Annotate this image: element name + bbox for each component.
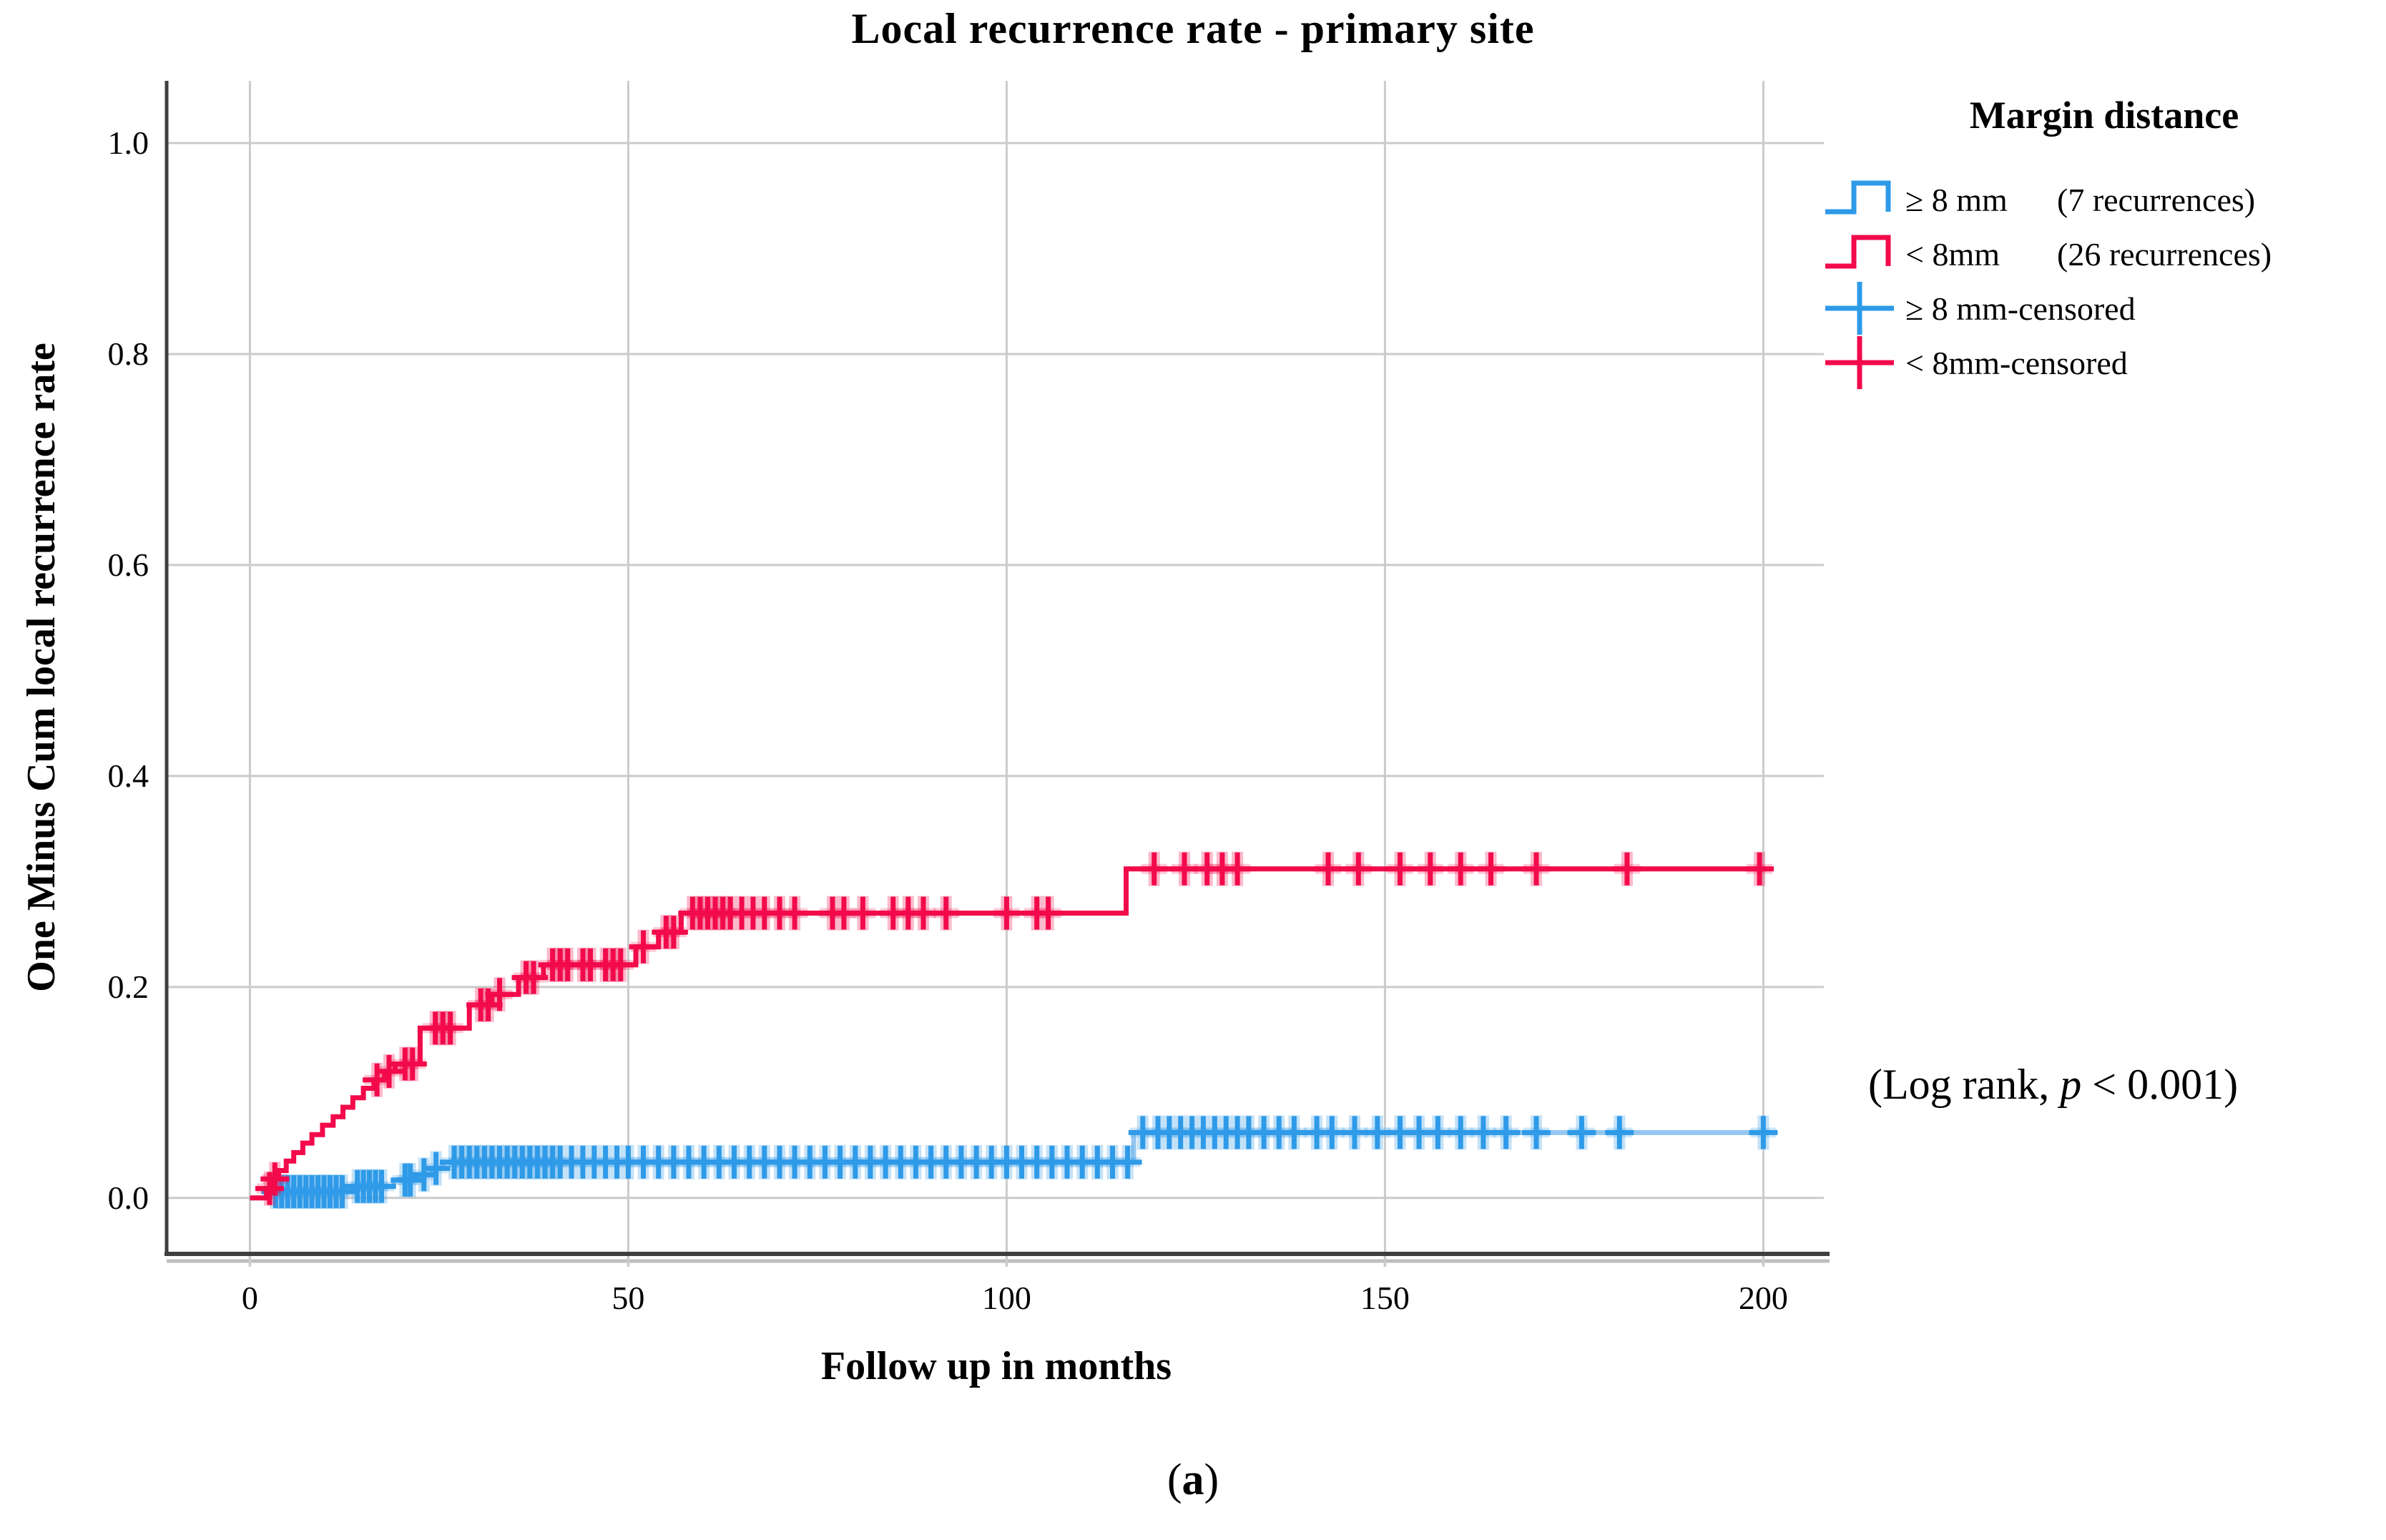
x-tick-label: 50 [612, 1280, 645, 1316]
x-tick-label: 200 [1738, 1280, 1788, 1316]
legend-item-ge8mm: ≥ 8 mm (7 recurrences) [1822, 173, 2386, 226]
gridlines [167, 81, 1824, 1254]
x-tick-label: 100 [981, 1280, 1031, 1316]
y-tick-label: 0.2 [107, 968, 149, 1005]
legend-item-ge8mm-censored: ≥ 8 mm-censored [1822, 282, 2386, 335]
series-lt8mm [250, 851, 1774, 1206]
y-tick-label: 0.0 [107, 1179, 149, 1216]
legend-item-lt8mm-censored: < 8mm-censored [1822, 336, 2386, 389]
x-axis-title: Follow up in months [820, 1344, 1172, 1388]
series-lt8mm-censors [255, 851, 1774, 1206]
legend-title: Margin distance [1969, 94, 2239, 137]
legend-item-label: ≥ 8 mm-censored [1905, 290, 2136, 327]
plus-censor-icon [1825, 282, 1894, 335]
annotation-suffix: < 0.001) [2081, 1061, 2239, 1108]
y-tick-label: 1.0 [107, 124, 149, 161]
caption-close-paren: ) [1204, 1456, 1219, 1504]
series-ge8mm [250, 1115, 1778, 1209]
series-ge8mm-censors [261, 1115, 1778, 1209]
caption-letter: a [1182, 1456, 1204, 1504]
chart-title: Local recurrence rate - primary site [851, 5, 1535, 52]
legend: Margin distance ≥ 8 mm (7 recurrences) <… [1822, 92, 2386, 391]
x-tick-label: 0 [241, 1280, 258, 1316]
legend-item-label: < 8mm [1905, 235, 2000, 273]
y-tick-label: 0.6 [107, 546, 149, 583]
caption-open-paren: ( [1167, 1456, 1182, 1504]
annotation-prefix: (Log rank, [1868, 1061, 2061, 1108]
legend-item-label: ≥ 8 mm [1905, 181, 2008, 218]
y-tick-label: 0.4 [107, 757, 149, 794]
plus-censor-icon [1825, 336, 1894, 389]
log-rank-annotation: (Log rank, p < 0.001) [1868, 1060, 2238, 1109]
step-line-icon [1825, 235, 1891, 269]
axes [165, 81, 1830, 1267]
y-tick-label: 0.8 [107, 335, 149, 372]
x-tick-label: 150 [1360, 1280, 1410, 1316]
subfigure-label: (a) [0, 1455, 2386, 1506]
legend-item-label: < 8mm-censored [1905, 344, 2128, 381]
legend-item-lt8mm: < 8mm (26 recurrences) [1822, 227, 2386, 280]
legend-item-count: (7 recurrences) [2057, 181, 2256, 218]
legend-item-count: (26 recurrences) [2057, 235, 2272, 273]
y-axis-title: One Minus Cum local recurrence rate [19, 343, 64, 992]
step-line-icon [1825, 180, 1891, 215]
annotation-p-symbol: p [2060, 1061, 2082, 1108]
